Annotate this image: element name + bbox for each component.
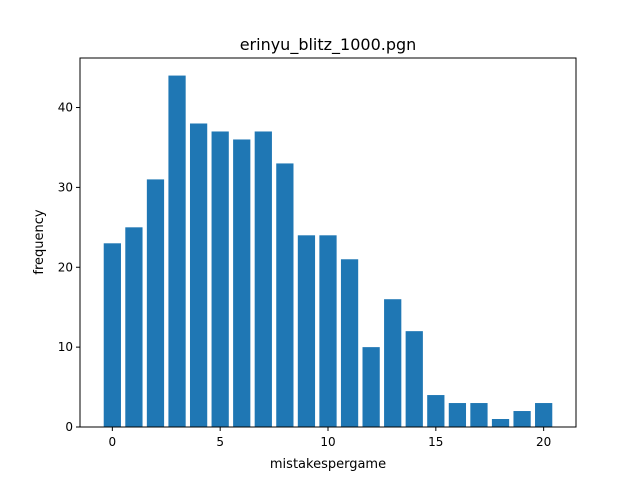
bar-10 [319, 235, 337, 427]
y-tick-label: 30 [58, 180, 73, 194]
x-tick-label: 0 [109, 435, 117, 449]
bar-16 [448, 403, 467, 427]
bar-14 [405, 331, 423, 427]
bar-9 [297, 235, 316, 427]
bar-1 [125, 227, 143, 427]
chart-title: erinyu_blitz_1000.pgn [240, 35, 417, 55]
bar-11 [340, 259, 359, 427]
y-tick-label: 0 [65, 420, 73, 434]
x-tick-label: 5 [216, 435, 224, 449]
bar-13 [384, 299, 402, 427]
bar-6 [233, 139, 251, 427]
bar-20 [535, 403, 553, 427]
bars-group [103, 75, 553, 428]
bar-15 [427, 395, 445, 427]
bar-0 [103, 243, 121, 427]
y-axis-ticks: 0 10 20 30 40 [58, 101, 80, 434]
x-axis-label: mistakespergame [270, 457, 386, 472]
bar-8 [276, 163, 294, 427]
y-tick-label: 40 [58, 101, 73, 115]
y-tick-label: 20 [58, 260, 73, 274]
bar-2 [146, 179, 165, 427]
bar-3 [168, 75, 186, 427]
bar-5 [211, 131, 229, 428]
x-tick-label: 10 [320, 435, 335, 449]
bar-7 [254, 131, 272, 428]
x-axis-ticks: 0 5 10 15 20 [109, 427, 551, 449]
bar-17 [470, 403, 488, 427]
bar-4 [189, 123, 208, 428]
y-axis-label: frequency [32, 209, 47, 275]
bar-18 [491, 419, 510, 427]
x-tick-label: 15 [428, 435, 443, 449]
x-tick-label: 20 [536, 435, 551, 449]
bar-12 [362, 347, 380, 427]
bar-19 [513, 411, 531, 427]
y-tick-label: 10 [58, 340, 73, 354]
